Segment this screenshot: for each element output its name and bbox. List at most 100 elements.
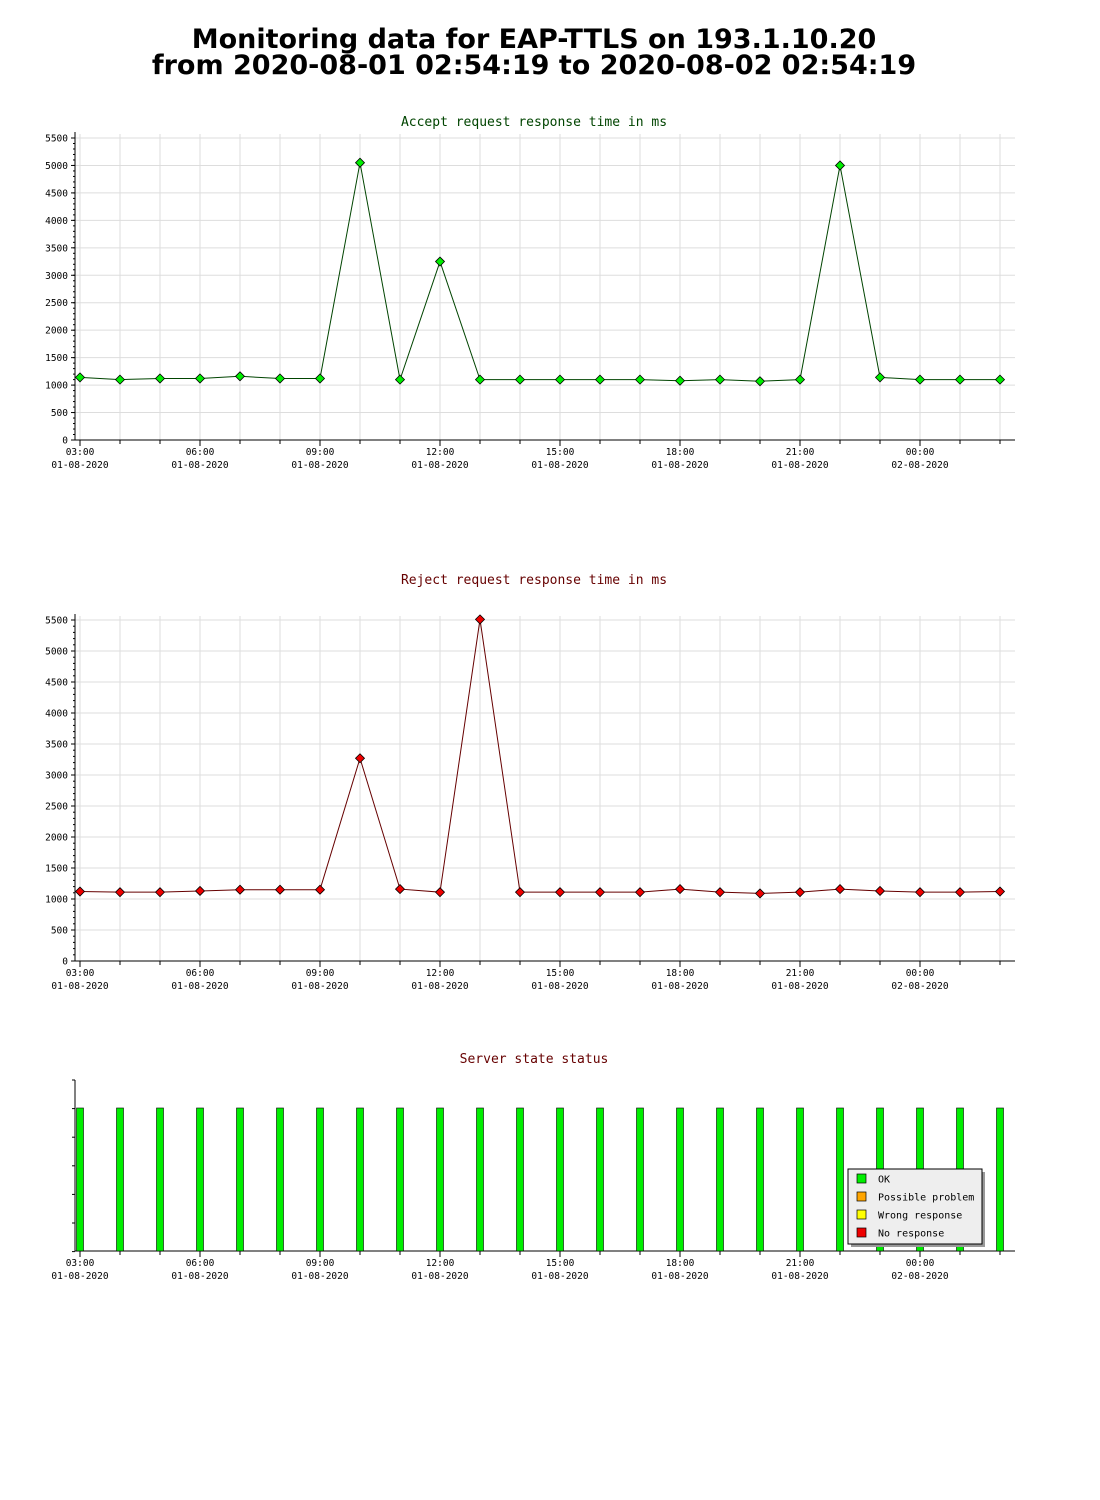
accept-data-point — [354, 157, 366, 168]
accept-x-tick-date: 01-08-2020 — [51, 460, 108, 471]
status-x-tick-time: 03:00 — [66, 1258, 95, 1269]
reject-x-tick-date: 01-08-2020 — [771, 981, 828, 992]
reject-x-tick-time: 09:00 — [306, 968, 335, 979]
reject-data-point — [274, 884, 286, 895]
accept-data-point — [834, 160, 846, 171]
accept-data-point — [714, 374, 726, 385]
status-x-tick-time: 00:00 — [906, 1258, 935, 1269]
reject-data-point — [834, 884, 846, 895]
accept-y-tick-label: 5500 — [45, 134, 68, 145]
reject-x-tick-date: 01-08-2020 — [171, 981, 228, 992]
reject-data-point — [954, 887, 966, 898]
status-legend — [847, 1168, 983, 1245]
reject-x-tick-date: 01-08-2020 — [531, 981, 588, 992]
accept-data-point — [794, 374, 806, 385]
reject-data-point — [474, 614, 486, 625]
reject-x-tick-date: 01-08-2020 — [51, 981, 108, 992]
status-bar — [76, 1107, 84, 1252]
reject-y-tick-label: 5000 — [45, 647, 68, 658]
status-bar — [756, 1107, 764, 1252]
status-x-tick-date: 01-08-2020 — [651, 1271, 708, 1282]
reject-y-tick-label: 1500 — [45, 864, 68, 875]
accept-series-line — [79, 162, 1000, 382]
accept-y-tick-label: 2500 — [45, 298, 68, 309]
status-x-tick-date: 01-08-2020 — [291, 1271, 348, 1282]
status-bar — [236, 1107, 244, 1252]
accept-x-tick-date: 01-08-2020 — [651, 460, 708, 471]
accept-data-point — [554, 374, 566, 385]
legend-swatch — [856, 1191, 867, 1202]
reject-data-point — [514, 887, 526, 898]
legend-label: No response — [878, 1229, 944, 1240]
accept-y-tick-label: 5000 — [45, 161, 68, 172]
reject-chart: Reject request response time in ms 0 500 1… — [45, 573, 1015, 992]
accept-data-point — [394, 374, 406, 385]
status-x-tick-date: 01-08-2020 — [411, 1271, 468, 1282]
reject-y-tick-label: 500 — [51, 926, 68, 937]
legend-label: OK — [878, 1175, 890, 1186]
accept-y-tick-label: 500 — [51, 408, 68, 419]
status-bar — [156, 1107, 164, 1252]
accept-data-point — [274, 373, 286, 384]
accept-x-tick-time: 03:00 — [66, 447, 95, 458]
accept-data-point — [514, 374, 526, 385]
reject-x-tick-date: 01-08-2020 — [291, 981, 348, 992]
status-bar — [316, 1107, 324, 1252]
accept-y-tick-label: 4000 — [45, 216, 68, 227]
reject-x-tick-time: 12:00 — [426, 968, 455, 979]
reject-x-tick-date: 01-08-2020 — [651, 981, 708, 992]
reject-data-point — [914, 887, 926, 898]
accept-x-tick-time: 21:00 — [786, 447, 815, 458]
accept-data-point — [434, 256, 446, 267]
status-bar — [476, 1107, 484, 1252]
accept-x-tick-date: 01-08-2020 — [771, 460, 828, 471]
accept-data-point — [154, 373, 166, 384]
page-title-line-1: Monitoring data for EAP-TTLS on 193.1.10… — [191, 24, 877, 55]
reject-data-point — [554, 887, 566, 898]
reject-data-point — [634, 887, 646, 898]
reject-x-tick-time: 06:00 — [186, 968, 215, 979]
status-bar — [716, 1107, 724, 1252]
reject-data-point — [194, 885, 206, 897]
accept-data-point — [114, 374, 126, 385]
reject-data-point — [794, 887, 806, 898]
accept-chart-title: Accept request response time in ms — [401, 115, 667, 130]
accept-data-point — [194, 373, 206, 384]
reject-series-line — [79, 619, 1001, 894]
reject-data-point — [434, 887, 446, 898]
legend-label: Wrong response — [878, 1211, 962, 1222]
status-bar — [676, 1107, 684, 1252]
reject-y-tick-label: 4500 — [45, 678, 68, 689]
legend-swatch — [856, 1173, 867, 1184]
accept-y-tick-label: 1000 — [45, 381, 68, 392]
reject-y-tick-label: 3500 — [45, 740, 68, 751]
reject-x-tick-date: 01-08-2020 — [411, 981, 468, 992]
status-bar — [796, 1107, 804, 1252]
status-bar — [516, 1107, 524, 1252]
accept-x-tick-date: 01-08-2020 — [291, 460, 348, 471]
legend-swatch — [856, 1227, 867, 1238]
reject-x-tick-time: 21:00 — [786, 968, 815, 979]
accept-x-tick-date: 01-08-2020 — [531, 460, 588, 471]
status-bar — [636, 1107, 644, 1252]
status-bar — [556, 1107, 564, 1252]
reject-y-tick-label: 1000 — [45, 895, 68, 906]
accept-data-point — [594, 374, 606, 385]
status-x-tick-time: 21:00 — [786, 1258, 815, 1269]
legend-swatch — [856, 1209, 867, 1220]
reject-data-point — [594, 887, 606, 898]
status-x-tick-date: 02-08-2020 — [891, 1271, 948, 1282]
accept-data-point — [754, 376, 766, 387]
reject-y-tick-label: 0 — [62, 957, 68, 968]
accept-y-tick-label: 0 — [62, 436, 68, 447]
accept-data-point — [234, 371, 246, 382]
status-chart-title: Server state status — [460, 1052, 609, 1067]
status-x-tick-time: 12:00 — [426, 1258, 455, 1269]
status-chart: Server state status 03:00 01-08-2020 06:00… — [51, 1052, 1015, 1282]
reject-data-point — [74, 886, 86, 897]
reject-x-tick-time: 00:00 — [906, 968, 935, 979]
status-x-tick-time: 06:00 — [186, 1258, 215, 1269]
reject-x-tick-date: 02-08-2020 — [891, 981, 948, 992]
accept-y-tick-label: 3500 — [45, 243, 68, 254]
